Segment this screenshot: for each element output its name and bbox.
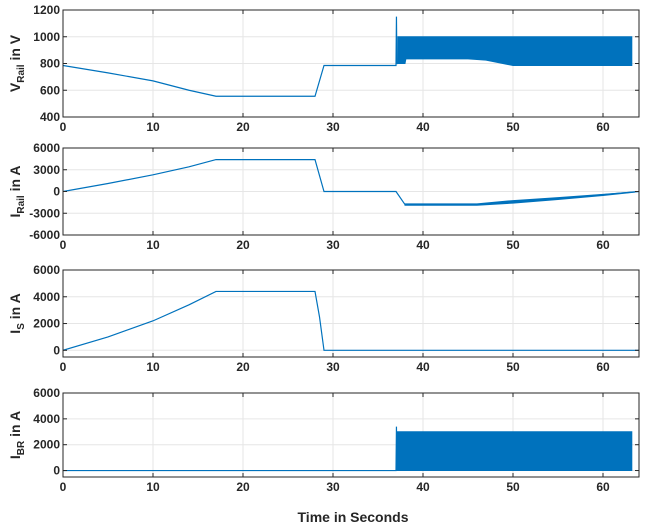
x-tick-label: 10 xyxy=(146,120,160,134)
y-tick-label: 0 xyxy=(53,185,60,199)
y-tick-label: 4000 xyxy=(33,412,60,426)
x-tick-label: 40 xyxy=(416,480,430,494)
x-tick-label: 50 xyxy=(506,360,520,374)
y-tick-label: 0 xyxy=(53,343,60,357)
x-tick-label: 40 xyxy=(416,120,430,134)
data-layer xyxy=(63,16,633,97)
y-axis-label: IS in A xyxy=(7,293,27,333)
y-axis-label-unit: in V xyxy=(7,34,23,64)
axes-box xyxy=(62,392,640,478)
series-line xyxy=(63,16,398,97)
y-axis-label-subscript: Rail xyxy=(16,64,27,83)
y-tick-label: 1000 xyxy=(33,30,60,44)
series-line xyxy=(63,159,639,206)
x-tick-label: 60 xyxy=(596,360,610,374)
y-tick-label: 3000 xyxy=(33,163,60,177)
y-tick-label: 400 xyxy=(40,110,60,124)
data-layer xyxy=(63,159,639,206)
x-tick-label: 20 xyxy=(236,480,250,494)
x-axis-label: Time in Seconds xyxy=(298,509,409,525)
y-axis-label: IBR in A xyxy=(7,411,27,459)
x-tick-label: 30 xyxy=(326,238,340,252)
x-tick-label: 30 xyxy=(326,360,340,374)
y-axis-label-main: I xyxy=(7,455,23,459)
y-axis-label-main: V xyxy=(7,82,23,92)
x-tick-label: 0 xyxy=(60,480,67,494)
oscillation-band xyxy=(397,36,633,67)
series-line xyxy=(63,290,639,351)
y-axis-label-unit: in A xyxy=(7,293,23,323)
y-axis-label: IRail in A xyxy=(7,165,27,217)
y-tick-label: 6000 xyxy=(33,386,60,400)
x-tick-label: 50 xyxy=(506,238,520,252)
x-tick-label: 0 xyxy=(60,238,67,252)
x-tick-label: 40 xyxy=(416,360,430,374)
y-axis-label-unit: in A xyxy=(7,411,23,441)
y-tick-label: 1200 xyxy=(33,3,60,17)
panel-2: 0 10 20 30 40 50 60 -6000 -3000 0 3000 6000 IRail in… xyxy=(7,141,640,252)
plot-area xyxy=(63,270,639,357)
y-tick-label: 6000 xyxy=(33,141,60,155)
panel-1: 0 10 20 30 40 50 60 400 600 800 1000 1200 VRail in V xyxy=(7,3,640,134)
x-tick-label: 30 xyxy=(326,480,340,494)
x-tick-label: 10 xyxy=(146,238,160,252)
y-tick-label: -6000 xyxy=(29,228,60,242)
x-tick-label: 10 xyxy=(146,480,160,494)
x-tick-label: 20 xyxy=(236,120,250,134)
y-tick-label: -3000 xyxy=(29,206,60,220)
y-tick-label: 0 xyxy=(53,464,60,478)
panel-4: 0 10 20 30 40 50 60 0 2000 4000 6000 IBR in A xyxy=(7,386,640,494)
y-tick-label: 2000 xyxy=(33,438,60,452)
x-tick-label: 60 xyxy=(596,480,610,494)
x-tick-label: 50 xyxy=(506,480,520,494)
x-tick-label: 20 xyxy=(236,238,250,252)
y-tick-label: 600 xyxy=(40,83,60,97)
x-tick-label: 0 xyxy=(60,120,67,134)
x-tick-label: 30 xyxy=(326,120,340,134)
panel-3: 0 10 20 30 40 50 60 0 2000 4000 6000 IS in A xyxy=(7,263,640,374)
x-tick-label: 10 xyxy=(146,360,160,374)
series-line xyxy=(63,426,398,472)
y-axis-label-subscript: Rail xyxy=(16,195,27,214)
y-tick-label: 6000 xyxy=(33,263,60,277)
x-tick-label: 60 xyxy=(596,238,610,252)
axes-box xyxy=(62,269,640,358)
x-tick-label: 20 xyxy=(236,360,250,374)
y-axis-label-subscript: S xyxy=(16,323,27,330)
x-tick-label: 40 xyxy=(416,238,430,252)
data-layer xyxy=(63,290,639,351)
y-tick-label: 800 xyxy=(40,57,60,71)
y-axis-label-subscript: BR xyxy=(16,440,27,455)
x-tick-label: 50 xyxy=(506,120,520,134)
y-tick-label: 2000 xyxy=(33,317,60,331)
data-layer xyxy=(63,426,633,472)
y-axis-label: VRail in V xyxy=(7,34,27,92)
y-axis-label-unit: in A xyxy=(7,165,23,195)
x-tick-label: 0 xyxy=(60,360,67,374)
y-tick-label: 4000 xyxy=(33,290,60,304)
y-axis-label-main: I xyxy=(7,330,23,334)
x-tick-label: 60 xyxy=(596,120,610,134)
oscillation-band xyxy=(396,431,633,472)
y-axis-label-main: I xyxy=(7,214,23,218)
